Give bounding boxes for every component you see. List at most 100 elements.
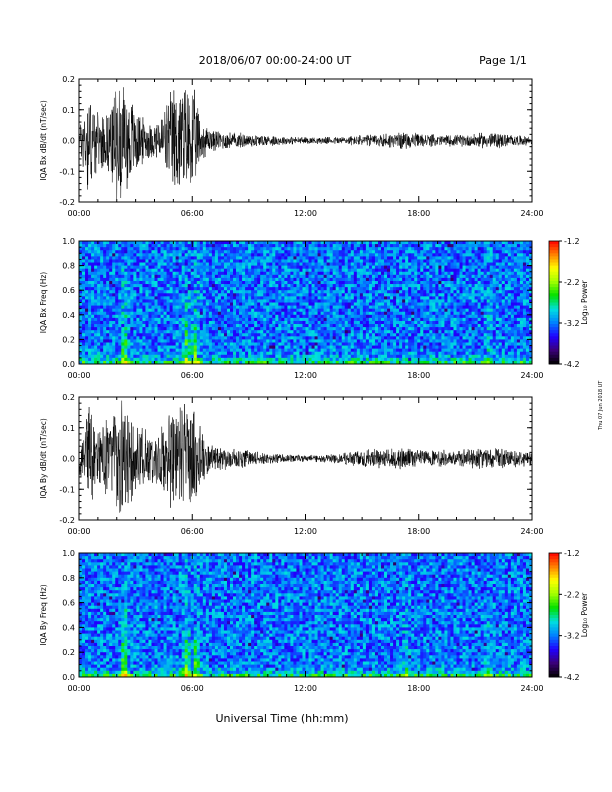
spectrogram-cell	[441, 317, 445, 322]
spectrogram-cell	[353, 360, 358, 365]
spectrogram-cell	[184, 348, 189, 353]
spectrogram-cell	[91, 262, 95, 266]
spectrogram-cell	[365, 284, 370, 288]
spectrogram-cell	[338, 244, 343, 248]
spectrogram-cell	[269, 241, 273, 245]
spectrogram-cell	[362, 296, 367, 300]
spectrogram-cell	[281, 354, 285, 359]
spectrogram-cell	[217, 302, 222, 306]
spectrogram-cell	[193, 317, 198, 322]
spectrogram-cell	[85, 348, 89, 353]
spectrogram-cell	[269, 354, 273, 359]
spectrogram-cell	[384, 336, 388, 340]
spectrogram-cell	[148, 327, 152, 331]
spectrogram-cell	[390, 330, 394, 334]
spectrogram-cell	[184, 259, 189, 263]
spectrogram-cell	[82, 342, 86, 346]
spectrogram-cell	[266, 250, 270, 254]
spectrogram-cell	[387, 336, 391, 340]
spectrogram-cell	[145, 308, 149, 313]
spectrogram-cell	[257, 262, 261, 266]
spectrogram-cell	[284, 290, 288, 294]
spectrogram-cell	[423, 280, 427, 285]
spectrogram-cell	[371, 354, 376, 359]
spectrogram-cell	[169, 308, 174, 313]
spectrogram-cell	[166, 330, 170, 334]
spectrogram-cell	[214, 271, 219, 276]
spectrogram-cell	[196, 262, 201, 266]
spectrogram-cell	[341, 357, 346, 362]
spectrogram-cell	[142, 302, 146, 306]
spectrogram-cell	[350, 277, 355, 282]
spectrogram-cell	[181, 299, 186, 303]
spectrogram-cell	[299, 320, 303, 325]
spectrogram-cell	[226, 327, 231, 331]
spectrogram-cell	[91, 342, 95, 346]
spectrogram-cell	[254, 247, 258, 251]
spectrogram-cell	[178, 271, 183, 276]
spectrogram-cell	[154, 274, 158, 279]
spectrogram-cell	[320, 274, 325, 279]
spectrogram-cell	[362, 241, 367, 245]
spectrogram-cell	[326, 262, 331, 266]
spectrogram-cell	[145, 274, 149, 279]
spectrogram-cell	[411, 351, 415, 356]
spectrogram-cell	[193, 256, 198, 260]
spectrogram-cell	[79, 250, 83, 254]
spectrogram-cell	[233, 320, 237, 325]
spectrogram-cell	[202, 277, 207, 282]
spectrogram-cell	[166, 327, 170, 331]
spectrogram-cell	[254, 336, 258, 340]
spectrogram-cell	[196, 280, 201, 285]
spectrogram-cell	[88, 345, 92, 350]
spectrogram-cell	[202, 268, 207, 273]
spectrogram-cell	[353, 351, 358, 356]
spectrogram-cell	[205, 330, 210, 334]
spectrogram-cell	[97, 302, 101, 306]
spectrogram-cell	[88, 302, 92, 306]
spectrogram-cell	[260, 333, 264, 337]
spectrogram-cell	[284, 299, 288, 303]
spectrogram-cell	[320, 339, 325, 343]
spectrogram-cell	[432, 336, 436, 340]
spectrogram-cell	[308, 354, 312, 359]
spectrogram-cell	[100, 265, 104, 270]
spectrogram-cell	[326, 296, 331, 300]
spectrogram-cell	[175, 299, 180, 303]
spectrogram-cell	[145, 244, 149, 248]
spectrogram-cell	[88, 293, 92, 297]
spectrogram-cell	[82, 265, 86, 270]
spectrogram-cell	[356, 311, 361, 316]
spectrogram-cell	[335, 308, 340, 313]
spectrogram-cell	[387, 271, 391, 276]
spectrogram-cell	[414, 308, 418, 313]
spectrogram-cell	[124, 317, 128, 322]
spectrogram-cell	[426, 345, 430, 350]
spectrogram-cell	[166, 284, 170, 288]
spectrogram-cell	[284, 336, 288, 340]
spectrogram-cell	[332, 357, 337, 362]
spectrogram-cell	[239, 327, 243, 331]
spectrogram-cell	[175, 253, 180, 257]
spectrogram-cell	[320, 324, 325, 328]
spectrogram-cell	[296, 342, 300, 346]
spectrogram-cell	[121, 317, 125, 322]
spectrogram-cell	[94, 265, 98, 270]
spectrogram-cell	[230, 357, 234, 362]
spectrogram-cell	[127, 271, 131, 276]
spectrogram-cell	[353, 317, 358, 322]
spectrogram-cell	[157, 290, 161, 294]
spectrogram-cell	[432, 250, 436, 254]
spectrogram-cell	[88, 308, 92, 313]
spectrogram-cell	[314, 311, 318, 316]
spectrogram-cell	[106, 311, 110, 316]
spectrogram-cell	[381, 324, 385, 328]
spectrogram-cell	[187, 305, 192, 310]
spectrogram-cell	[317, 262, 321, 266]
spectrogram-cell	[124, 351, 128, 356]
spectrogram-cell	[405, 351, 409, 356]
spectrogram-cell	[230, 262, 234, 266]
spectrogram-cell	[242, 274, 246, 279]
spectrogram-cell	[341, 280, 346, 285]
spectrogram-cell	[320, 296, 325, 300]
